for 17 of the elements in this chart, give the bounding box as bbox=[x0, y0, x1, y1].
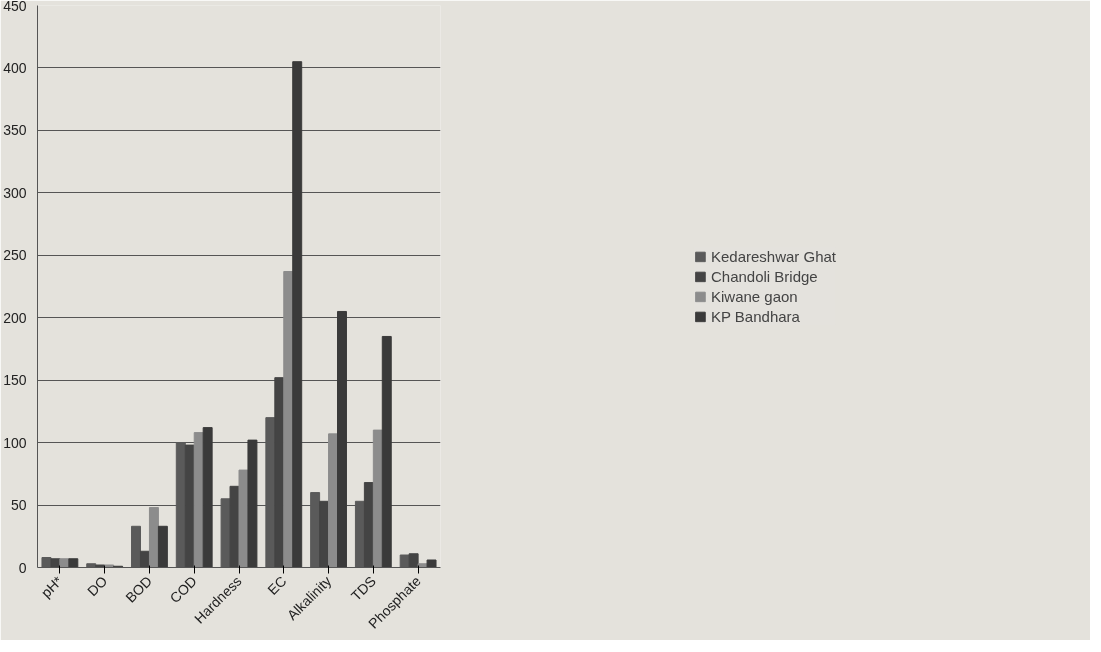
y-tick-label: 350 bbox=[3, 122, 27, 139]
legend-label: KP Bandhara bbox=[710, 307, 800, 325]
legend-label: Chandoli Bridge bbox=[710, 267, 818, 285]
y-tick-label: 100 bbox=[3, 434, 27, 451]
y-tick-label: 0 bbox=[18, 559, 27, 576]
x-tick-label: EC bbox=[264, 572, 290, 598]
y-tick-label: 250 bbox=[3, 247, 27, 264]
y-tick-label: 200 bbox=[3, 309, 27, 326]
y-tick-label: 450 bbox=[3, 0, 27, 14]
y-tick-label: 150 bbox=[3, 372, 27, 389]
x-tick-label: DO bbox=[84, 572, 111, 600]
y-tick-label: 300 bbox=[3, 184, 27, 201]
x-tick-label: pH* bbox=[37, 572, 66, 601]
legend-label: Kiwane gaon bbox=[710, 287, 798, 305]
y-tick-label: 50 bbox=[10, 497, 27, 514]
y-tick-label: 400 bbox=[3, 59, 27, 76]
legend-label: Kedareshwar Ghat bbox=[710, 247, 837, 265]
